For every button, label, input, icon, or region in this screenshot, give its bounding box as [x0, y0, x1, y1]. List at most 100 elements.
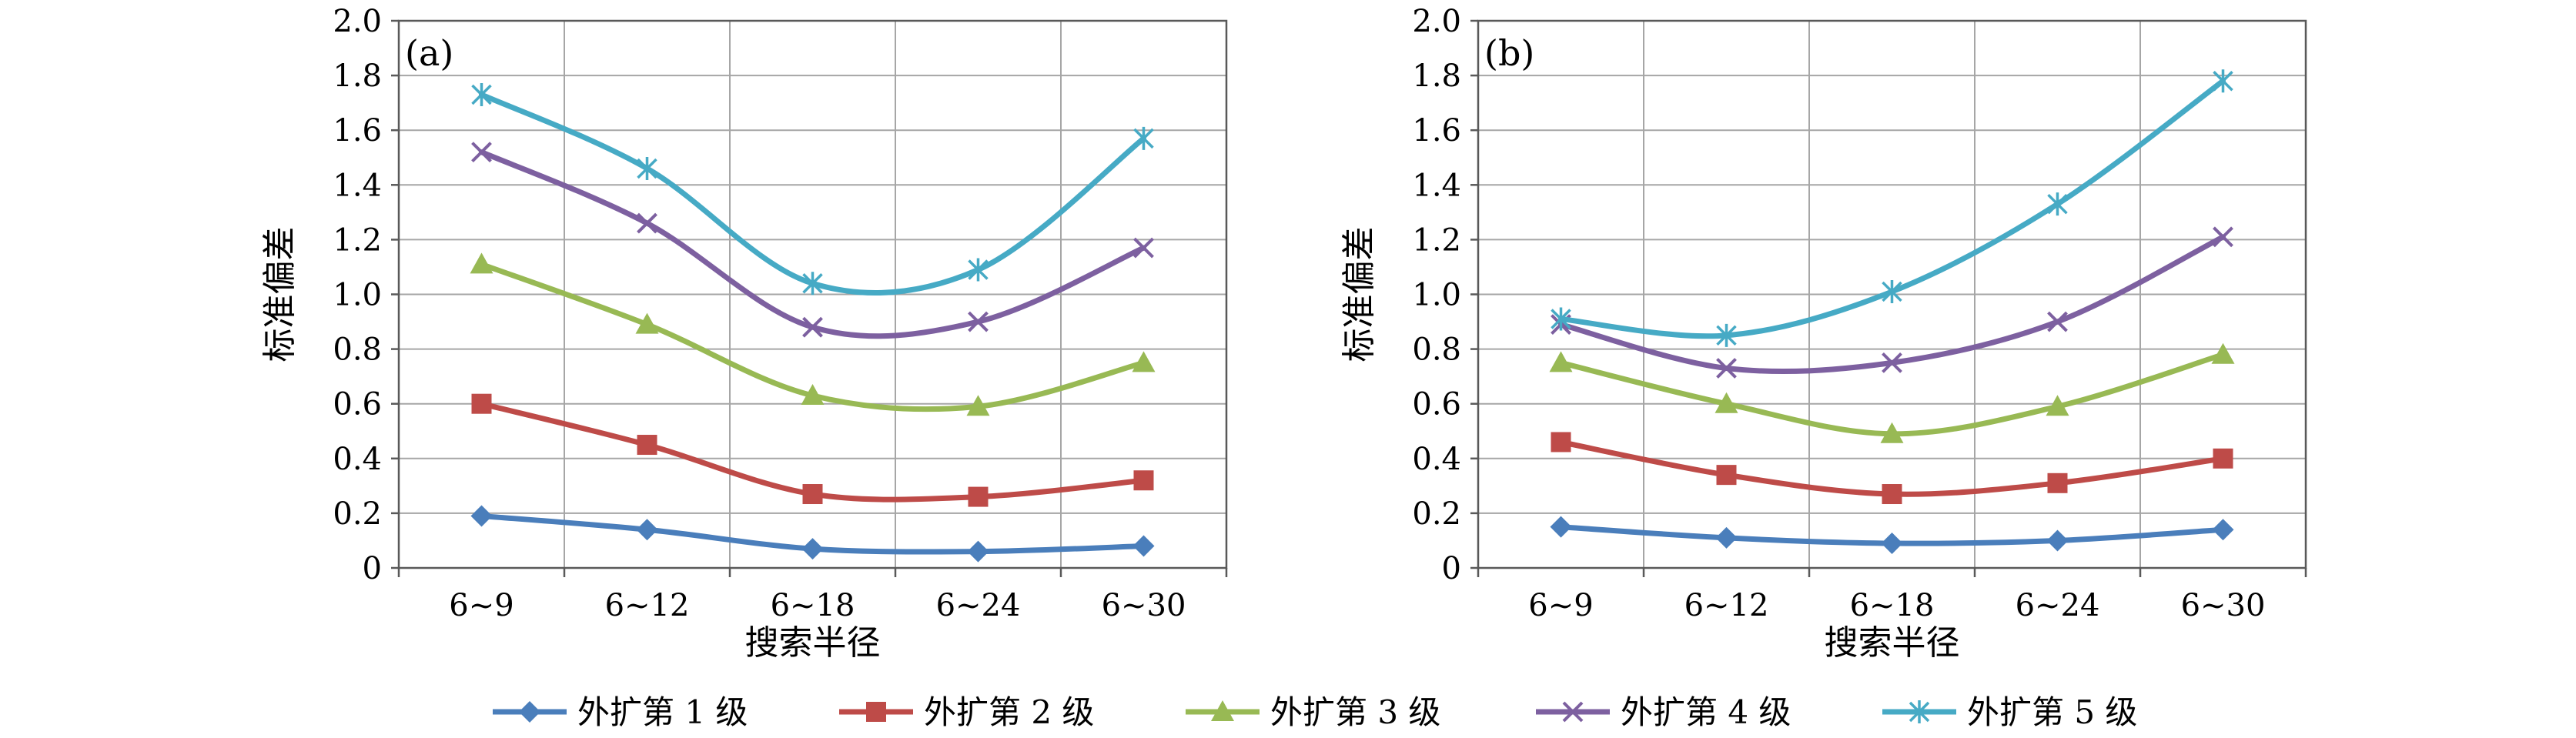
x-tick-label: 6~24 — [2016, 588, 2100, 623]
data-point — [1880, 422, 1904, 443]
data-point — [1551, 432, 1571, 452]
data-point — [1550, 516, 1572, 538]
y-axis-title: 标准偏差 — [1340, 227, 1379, 362]
series-line — [1558, 78, 2226, 339]
data-point — [637, 156, 657, 180]
y-tick-label: 0.2 — [1412, 496, 1461, 532]
series-4 — [1551, 226, 2233, 379]
series-2 — [1551, 432, 2233, 505]
y-tick-label: 1.2 — [1412, 222, 1461, 258]
y-tick-label: 2.0 — [333, 4, 382, 39]
data-point — [1882, 352, 1902, 373]
series-5 — [1551, 69, 2233, 347]
data-point — [471, 82, 492, 106]
data-point-stroke — [968, 258, 989, 282]
series-1 — [470, 505, 1155, 563]
data-point-stroke — [1882, 352, 1902, 373]
data-point — [471, 393, 492, 414]
data-point — [471, 142, 492, 163]
data-point — [470, 505, 493, 527]
data-point — [968, 486, 989, 507]
data-point — [1133, 126, 1154, 150]
data-point — [2212, 519, 2234, 541]
data-point — [637, 435, 657, 456]
data-point — [636, 519, 658, 541]
y-tick-label: 1.6 — [1412, 113, 1461, 149]
x-tick-label: 6~9 — [1528, 588, 1593, 623]
series-5 — [471, 82, 1154, 296]
series-1 — [1550, 516, 2234, 555]
legend-item-3: 外扩第 3 级 — [1186, 693, 1440, 731]
x-tick-label: 6~12 — [1684, 588, 1769, 623]
x-tick-label: 6~18 — [1850, 588, 1935, 623]
series-2 — [471, 393, 1154, 507]
data-point-stroke — [2213, 226, 2233, 248]
x-tick-label: 6~30 — [1102, 588, 1186, 623]
y-tick-label: 1.0 — [333, 278, 382, 313]
data-point-stroke — [1882, 279, 1902, 303]
data-point — [801, 384, 825, 406]
data-point-stroke — [802, 272, 823, 296]
y-tick-label: 0.4 — [1412, 442, 1461, 477]
y-tick-label: 0.6 — [333, 387, 382, 422]
data-point-stroke — [968, 311, 989, 332]
data-point — [2047, 192, 2068, 216]
data-point-stroke — [471, 142, 492, 163]
data-point — [2046, 395, 2069, 416]
panel-label: (b) — [1484, 32, 1534, 74]
data-point-stroke — [637, 156, 657, 180]
legend-label: 外扩第 4 级 — [1621, 693, 1791, 731]
legend-label: 外扩第 5 级 — [1967, 693, 2137, 731]
y-tick-label: 1.6 — [333, 113, 382, 149]
data-point — [968, 311, 989, 332]
data-point-stroke — [637, 212, 657, 234]
legend-label: 外扩第 1 级 — [577, 693, 748, 731]
data-point — [1716, 323, 1737, 347]
y-tick-label: 1.4 — [1412, 168, 1461, 203]
data-point — [1715, 392, 1738, 413]
data-point — [1133, 237, 1154, 259]
y-tick-label: 1.0 — [1412, 278, 1461, 313]
data-point — [1715, 526, 1738, 549]
legend-item-4: 外扩第 4 级 — [1536, 693, 1791, 731]
data-point — [2213, 69, 2233, 93]
legend-item-2: 外扩第 2 级 — [839, 693, 1094, 731]
data-point — [1133, 470, 1154, 491]
legend-marker — [1211, 700, 1234, 721]
data-point — [802, 484, 823, 505]
data-point — [2047, 311, 2068, 332]
data-point — [2047, 473, 2068, 493]
series-line — [1558, 234, 2226, 375]
data-point — [1881, 533, 1903, 555]
y-tick-label: 2.0 — [1412, 4, 1461, 39]
legend-marker-stroke — [1909, 700, 1930, 723]
data-point — [635, 312, 659, 334]
data-point — [968, 258, 989, 282]
y-tick-label: 0.6 — [1412, 387, 1461, 422]
series-4 — [471, 142, 1154, 339]
data-point — [2211, 342, 2235, 364]
x-tick-label: 6~30 — [2181, 588, 2266, 623]
legend: 外扩第 1 级 外扩第 2 级 外扩第 3 级 外扩第 4 级 外扩第 5 级 — [493, 693, 2137, 731]
data-point-stroke — [2213, 69, 2233, 93]
panel-label: (a) — [405, 32, 453, 74]
data-point — [1132, 351, 1156, 372]
y-tick-label: 0 — [363, 551, 382, 586]
x-axis-title: 搜索半径 — [1825, 623, 1960, 663]
legend-marker — [1562, 701, 1584, 723]
data-point — [1882, 279, 1902, 303]
legend-item-5: 外扩第 5 级 — [1882, 693, 2137, 731]
data-point-stroke — [1133, 237, 1154, 259]
data-point-stroke — [802, 316, 823, 338]
data-point — [1716, 465, 1737, 486]
data-point-stroke — [2047, 311, 2068, 332]
data-point — [2213, 448, 2233, 469]
y-tick-label: 0.4 — [333, 442, 382, 477]
data-point — [801, 538, 824, 560]
x-tick-label: 6~24 — [936, 588, 1021, 623]
data-point-stroke — [1133, 126, 1154, 150]
y-axis-title: 标准偏差 — [260, 227, 299, 362]
series-line — [1558, 352, 2226, 437]
y-tick-label: 1.8 — [333, 58, 382, 94]
data-point-stroke — [1716, 323, 1737, 347]
